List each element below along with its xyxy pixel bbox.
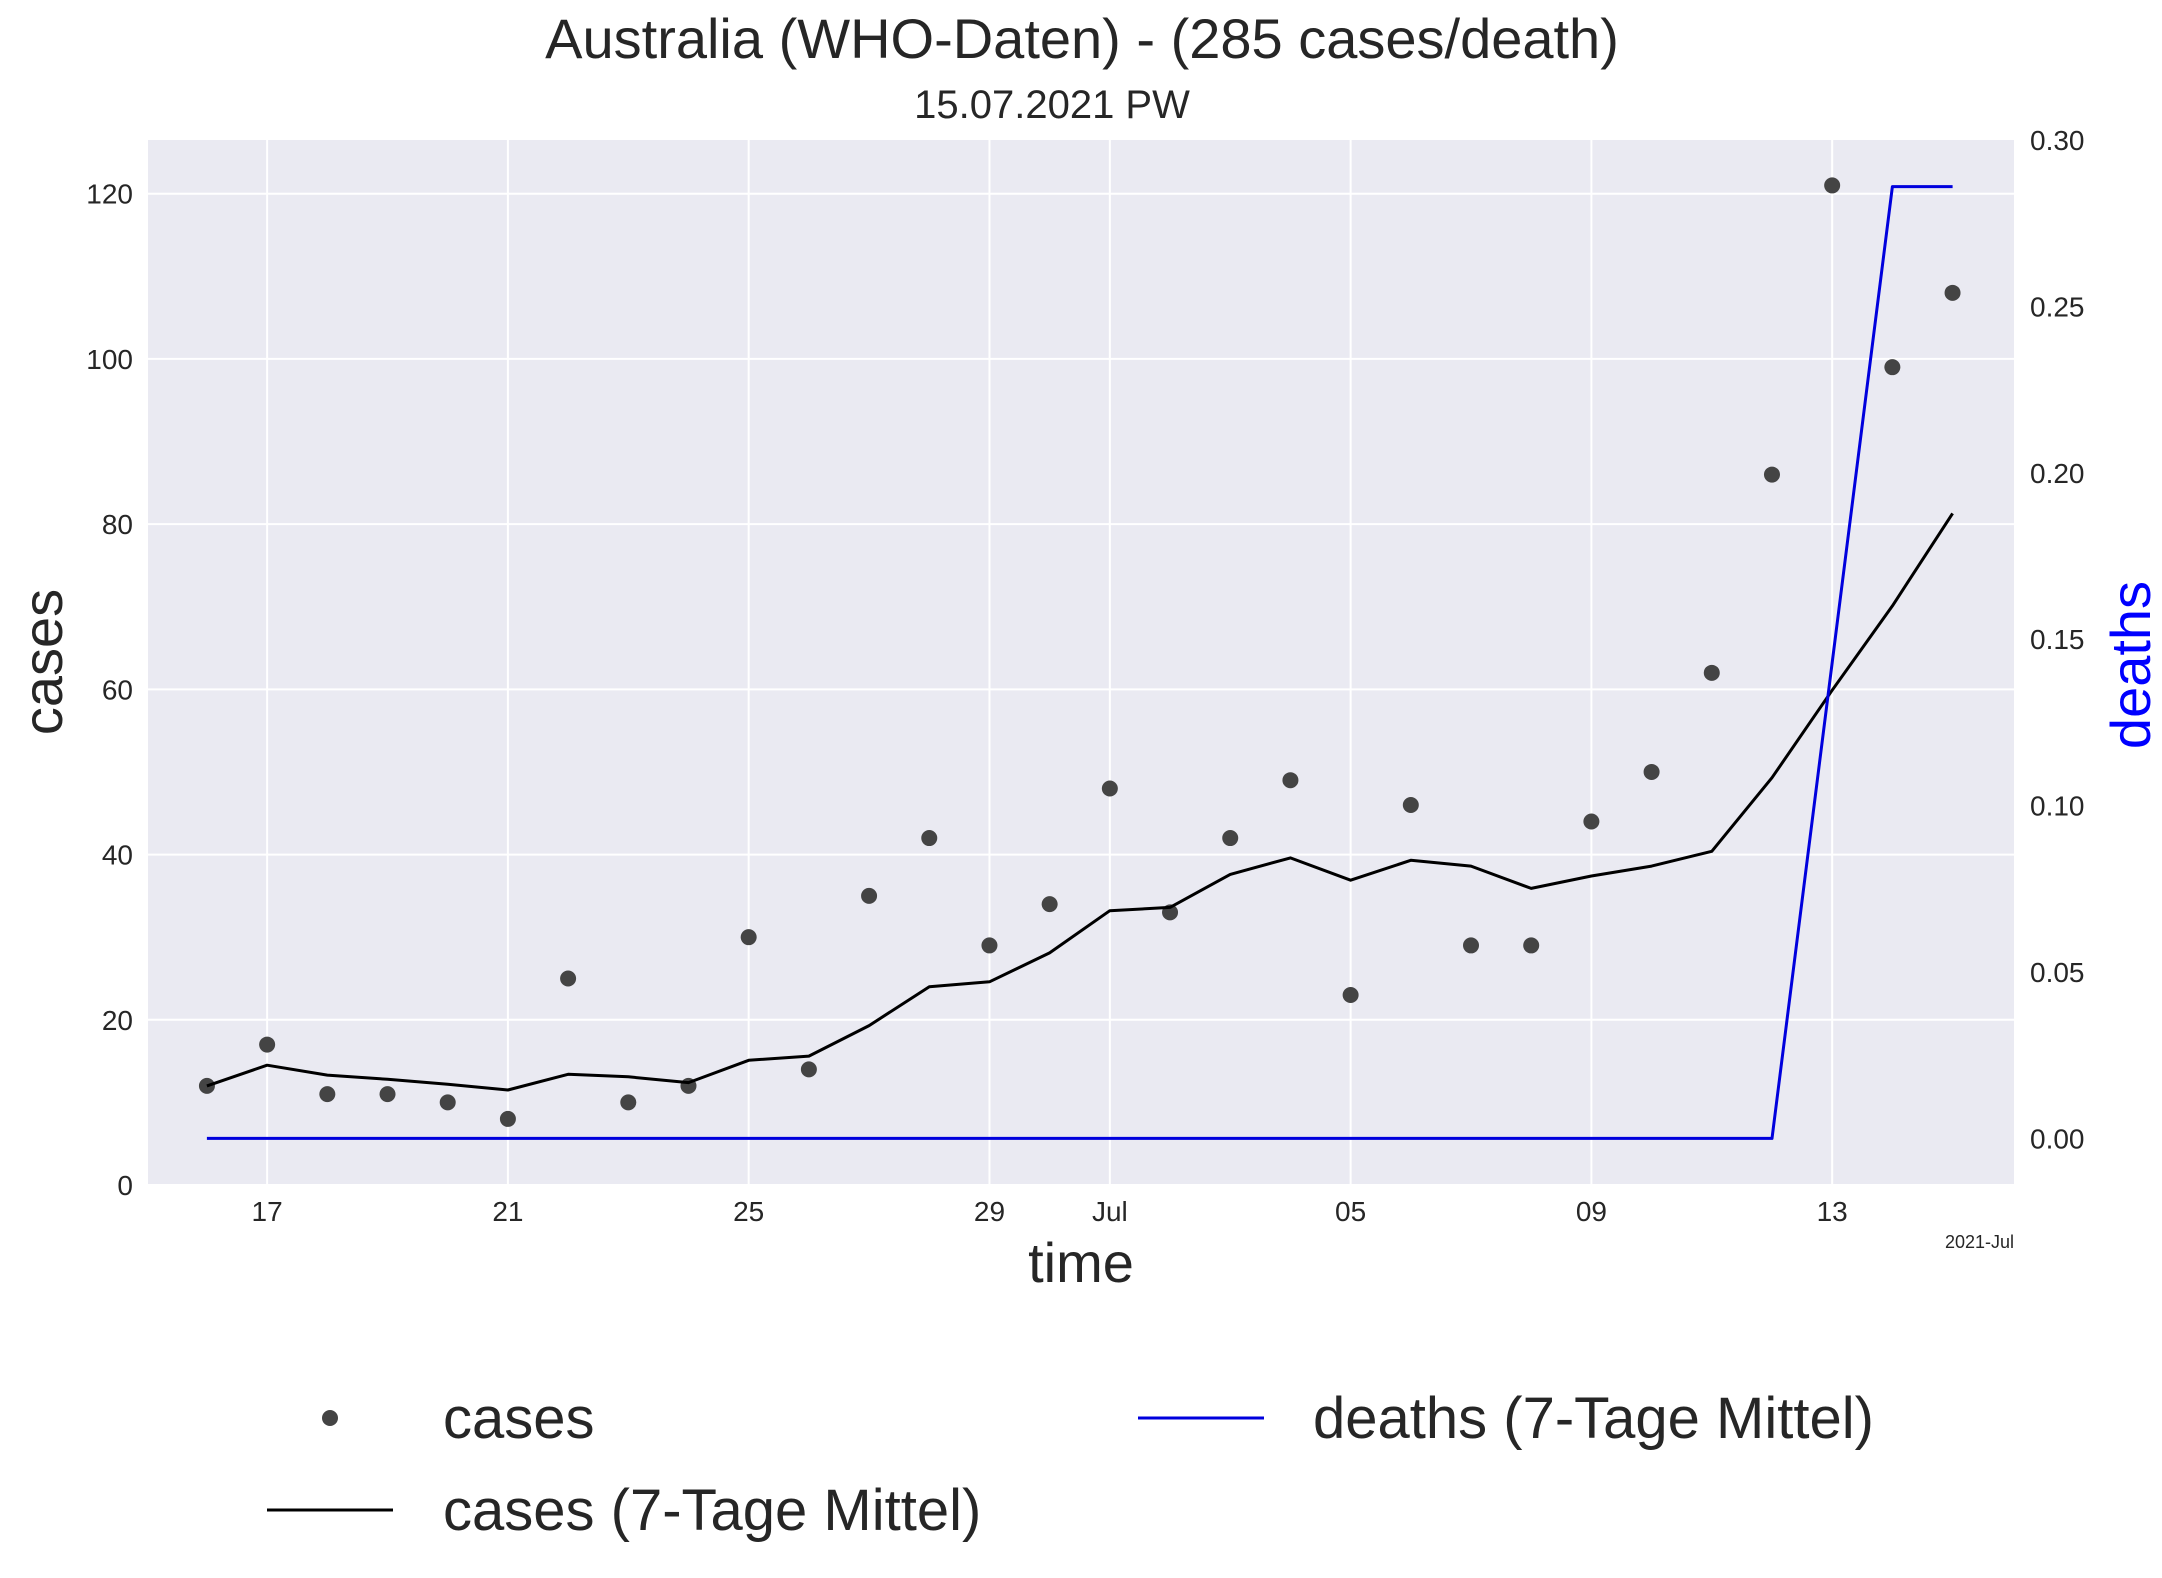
data-point-1 — [1523, 937, 1540, 954]
data-point-1 — [1101, 780, 1118, 797]
y2-tick-label: 0.25 — [2030, 291, 2085, 322]
y2-tick-label: 0.10 — [2030, 791, 2085, 822]
data-point-1 — [259, 1036, 276, 1053]
series-layer — [198, 177, 1961, 1140]
x-axis-offset-label: 2021-Jul — [1945, 1232, 2014, 1252]
data-point-1 — [740, 929, 757, 946]
legend-marker-cases — [322, 1410, 338, 1426]
y-tick-label: 100 — [86, 344, 133, 375]
x-tick-label: 13 — [1817, 1196, 1848, 1227]
data-point-1 — [800, 1061, 817, 1078]
data-point-1 — [1041, 896, 1058, 913]
y-tick-label: 0 — [117, 1170, 133, 1201]
x-tick-label: 17 — [252, 1196, 283, 1227]
data-point-1 — [499, 1110, 516, 1127]
data-point-1 — [1944, 284, 1961, 301]
data-point-1 — [379, 1086, 396, 1103]
data-point-1 — [560, 970, 577, 987]
legend-label-cases: cases — [443, 1386, 595, 1451]
data-point-1 — [981, 937, 998, 954]
data-point-1 — [1824, 177, 1841, 194]
legend: cases cases (7-Tage Mittel) deaths (7-Ta… — [267, 1386, 1874, 1543]
data-point-1 — [319, 1086, 336, 1103]
x-tick-label: 29 — [974, 1196, 1005, 1227]
y2-tick-label: 0.05 — [2030, 957, 2085, 988]
data-point-1 — [1222, 830, 1239, 847]
chart-title: Australia (WHO-Daten) - (285 cases/death… — [545, 7, 1619, 70]
y2-tick-label: 0.30 — [2030, 125, 2085, 156]
series-line-3 — [206, 185, 1953, 1140]
y-tick-label: 40 — [102, 840, 133, 871]
x-axis-label: time — [1028, 1231, 1134, 1294]
y-axis-label: cases — [11, 589, 74, 735]
data-point-1 — [1282, 772, 1299, 789]
y-tick-label: 120 — [86, 179, 133, 210]
data-point-1 — [1342, 987, 1359, 1003]
y2-axis-ticks: 0.00 0.05 0.10 0.15 0.20 0.25 0.30 — [2030, 125, 2085, 1154]
x-tick-label: 05 — [1335, 1196, 1366, 1227]
data-point-1 — [1703, 664, 1720, 681]
data-point-1 — [1763, 466, 1780, 483]
series-line-2 — [206, 512, 1954, 1092]
y2-tick-label: 0.20 — [2030, 458, 2085, 489]
data-point-1 — [921, 830, 938, 847]
x-tick-label: 25 — [733, 1196, 764, 1227]
data-point-1 — [620, 1094, 637, 1111]
y2-axis-label: deaths — [2099, 581, 2162, 749]
data-point-1 — [1884, 359, 1901, 376]
y2-tick-label: 0.15 — [2030, 624, 2085, 655]
y2-tick-label: 0.00 — [2030, 1123, 2085, 1154]
data-point-1 — [1583, 813, 1600, 830]
x-tick-label: 09 — [1576, 1196, 1607, 1227]
x-tick-label: Jul — [1092, 1196, 1128, 1227]
grid — [148, 140, 2014, 1186]
data-point-1 — [439, 1094, 456, 1111]
data-point-1 — [1643, 763, 1660, 780]
legend-label-cases-mean: cases (7-Tage Mittel) — [443, 1478, 981, 1543]
x-tick-label: 21 — [492, 1196, 523, 1227]
y-tick-label: 80 — [102, 509, 133, 540]
legend-label-deaths-mean: deaths (7-Tage Mittel) — [1313, 1386, 1874, 1451]
data-point-1 — [1402, 797, 1419, 813]
y-tick-label: 60 — [102, 674, 133, 705]
chart-subtitle: 15.07.2021 PW — [914, 83, 1190, 127]
data-point-1 — [861, 887, 878, 904]
y-tick-label: 20 — [102, 1005, 133, 1036]
x-axis-ticks: 17 21 25 29 Jul 05 09 13 — [252, 1196, 1848, 1227]
data-point-1 — [1463, 937, 1480, 954]
y-axis-ticks: 0 20 40 60 80 100 120 — [86, 179, 133, 1201]
plot-area — [148, 140, 2014, 1185]
